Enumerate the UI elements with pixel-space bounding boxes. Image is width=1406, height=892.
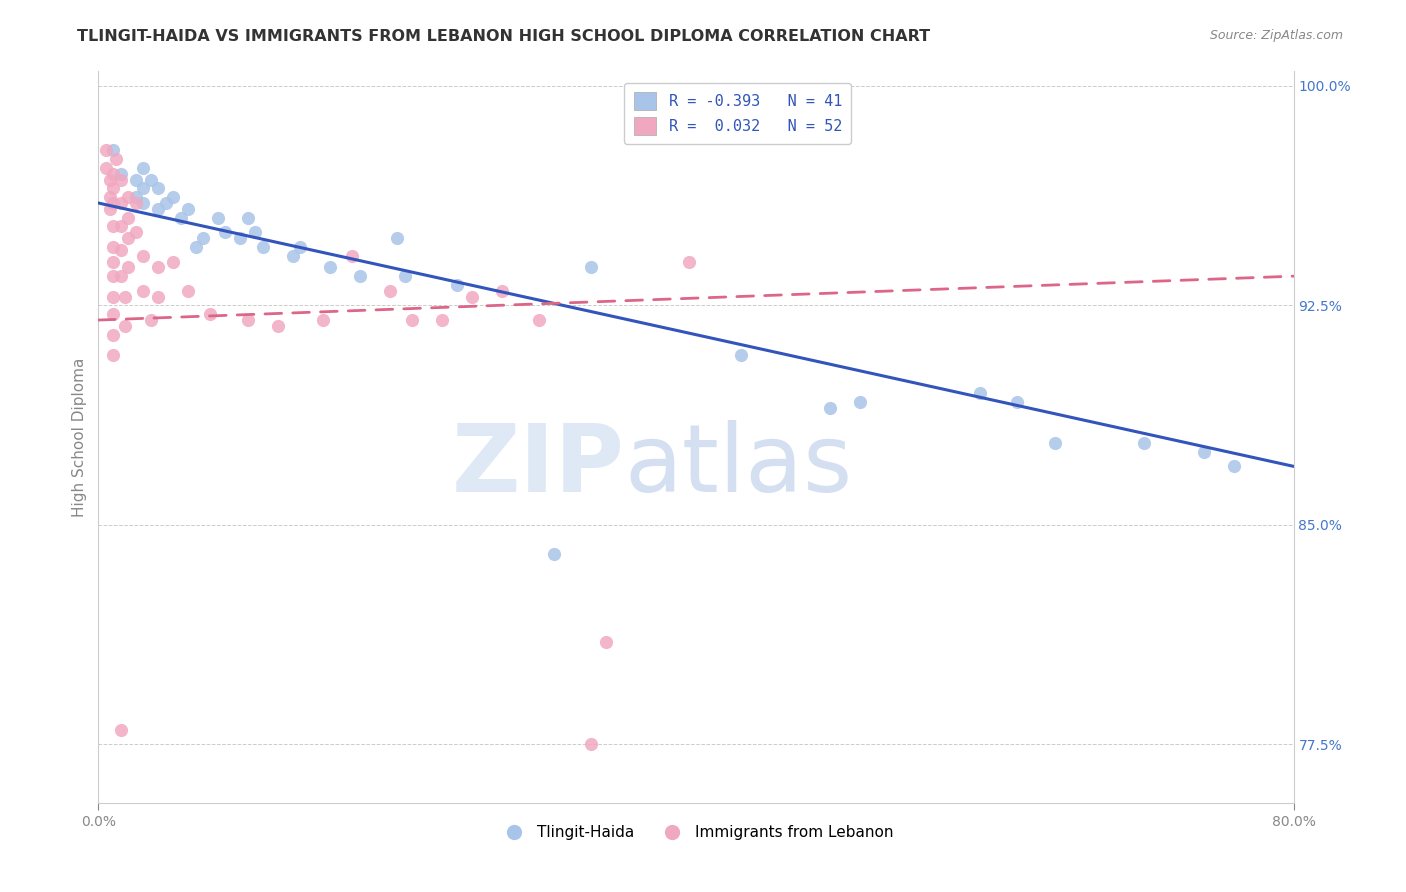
Point xyxy=(288,240,311,254)
Point xyxy=(103,240,125,254)
Point xyxy=(349,269,371,284)
Point xyxy=(117,211,139,225)
Point xyxy=(98,190,122,204)
Point xyxy=(148,181,170,195)
Point xyxy=(245,225,267,239)
Point xyxy=(162,190,184,204)
Point xyxy=(110,723,132,737)
Point xyxy=(94,144,117,158)
Point xyxy=(117,190,139,204)
Point xyxy=(200,307,222,321)
Point xyxy=(103,254,125,268)
Point xyxy=(125,196,148,211)
Text: ZIP: ZIP xyxy=(451,420,624,512)
Point xyxy=(678,254,700,268)
Point xyxy=(319,260,342,275)
Point xyxy=(125,190,148,204)
Point xyxy=(103,219,125,234)
Text: atlas: atlas xyxy=(624,420,852,512)
Point xyxy=(105,152,128,166)
Point xyxy=(378,284,401,298)
Point xyxy=(103,144,125,158)
Legend: Tlingit-Haida, Immigrants from Lebanon: Tlingit-Haida, Immigrants from Lebanon xyxy=(492,819,900,847)
Point xyxy=(155,196,177,211)
Point xyxy=(1005,395,1028,409)
Point xyxy=(446,277,468,292)
Point xyxy=(169,211,191,225)
Y-axis label: High School Diploma: High School Diploma xyxy=(72,358,87,516)
Point xyxy=(401,313,423,327)
Point xyxy=(311,313,333,327)
Point xyxy=(114,318,136,333)
Point xyxy=(132,181,155,195)
Text: TLINGIT-HAIDA VS IMMIGRANTS FROM LEBANON HIGH SCHOOL DIPLOMA CORRELATION CHART: TLINGIT-HAIDA VS IMMIGRANTS FROM LEBANON… xyxy=(77,29,931,44)
Point xyxy=(1043,436,1066,450)
Point xyxy=(103,290,125,304)
Point xyxy=(820,401,842,415)
Point xyxy=(162,254,184,268)
Point xyxy=(177,202,200,216)
Point xyxy=(98,172,122,186)
Point xyxy=(191,231,214,245)
Point xyxy=(581,260,603,275)
Point xyxy=(110,269,132,284)
Point xyxy=(543,547,565,561)
Point xyxy=(184,240,207,254)
Point xyxy=(94,161,117,175)
Point xyxy=(730,348,752,362)
Text: Source: ZipAtlas.com: Source: ZipAtlas.com xyxy=(1209,29,1343,42)
Point xyxy=(132,161,155,175)
Point xyxy=(342,249,364,263)
Point xyxy=(103,307,125,321)
Point xyxy=(103,327,125,342)
Point xyxy=(252,240,274,254)
Point xyxy=(430,313,453,327)
Point xyxy=(461,290,484,304)
Point xyxy=(527,313,550,327)
Point xyxy=(103,167,125,181)
Point xyxy=(1223,459,1246,474)
Point xyxy=(110,196,132,211)
Point xyxy=(1133,436,1156,450)
Point xyxy=(110,219,132,234)
Point xyxy=(98,202,122,216)
Point xyxy=(491,284,513,298)
Point xyxy=(114,290,136,304)
Point xyxy=(110,243,132,257)
Point xyxy=(148,290,170,304)
Point xyxy=(139,172,162,186)
Point xyxy=(849,395,872,409)
Point xyxy=(117,260,139,275)
Point xyxy=(595,635,617,649)
Point xyxy=(132,249,155,263)
Point xyxy=(385,231,409,245)
Point xyxy=(132,196,155,211)
Point xyxy=(148,260,170,275)
Point xyxy=(969,386,991,401)
Point xyxy=(103,269,125,284)
Point xyxy=(581,737,603,751)
Point xyxy=(148,202,170,216)
Point xyxy=(214,225,236,239)
Point xyxy=(281,249,304,263)
Point xyxy=(110,172,132,186)
Point xyxy=(110,167,132,181)
Point xyxy=(394,269,416,284)
Point xyxy=(139,313,162,327)
Point xyxy=(177,284,200,298)
Point xyxy=(236,313,259,327)
Point xyxy=(103,348,125,362)
Point xyxy=(236,211,259,225)
Point xyxy=(103,196,125,211)
Point xyxy=(103,181,125,195)
Point xyxy=(132,284,155,298)
Point xyxy=(125,225,148,239)
Point xyxy=(229,231,252,245)
Point xyxy=(117,231,139,245)
Point xyxy=(207,211,229,225)
Point xyxy=(1192,444,1215,458)
Point xyxy=(267,318,290,333)
Point xyxy=(125,172,148,186)
